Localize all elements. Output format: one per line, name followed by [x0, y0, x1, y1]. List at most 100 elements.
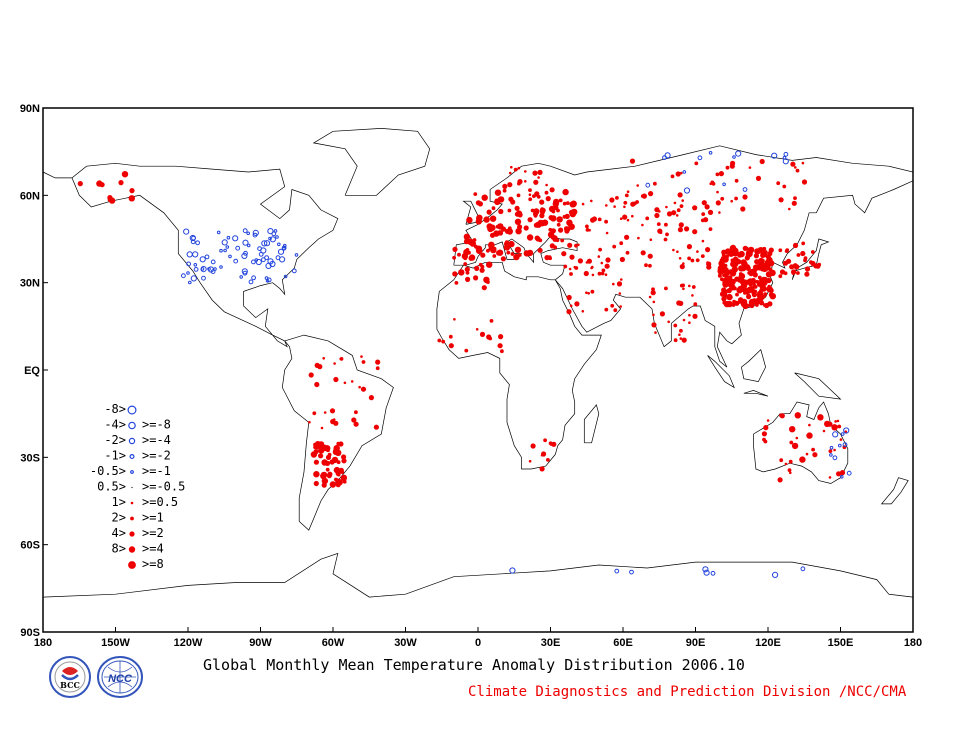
station-point-warm [767, 260, 775, 267]
station-point-cold [722, 182, 726, 187]
station-point-cold [239, 275, 243, 279]
station-point-warm [791, 271, 796, 275]
station-point-warm [469, 240, 476, 247]
station-point-cold [294, 253, 299, 257]
station-point-warm [321, 459, 328, 466]
station-point-cold [697, 155, 703, 161]
x-tick-label: 90W [249, 637, 272, 649]
station-point-warm [591, 216, 598, 222]
station-point-warm [489, 232, 496, 238]
station-point-warm [581, 202, 585, 206]
station-point-cold [233, 258, 239, 264]
station-point-warm [530, 443, 536, 449]
station-point-warm [577, 258, 584, 264]
station-point-cold [242, 228, 248, 234]
station-point-warm [626, 190, 630, 193]
legend-range: >=4 [142, 542, 164, 556]
coastline-segment [453, 145, 914, 368]
station-point-warm [517, 179, 523, 185]
station-point-warm [587, 292, 590, 295]
station-point-warm [795, 436, 799, 440]
station-point-warm [308, 420, 311, 424]
station-point-cold [181, 273, 186, 279]
station-point-cold [200, 266, 207, 273]
legend-marker-warm [130, 516, 134, 521]
station-point-warm [696, 250, 699, 253]
station-point-cold [223, 248, 227, 253]
station-point-warm [361, 360, 366, 364]
station-point-cold [840, 475, 844, 479]
station-point-warm [489, 319, 494, 323]
station-point-warm [473, 275, 479, 281]
x-tick-label: 120E [755, 637, 781, 649]
station-point-warm [778, 274, 783, 279]
legend-range: >=1 [142, 511, 164, 525]
station-point-warm [528, 197, 533, 202]
station-point-warm [704, 204, 710, 210]
station-point-warm [682, 287, 685, 291]
station-point-warm [811, 447, 815, 452]
station-point-warm [737, 253, 742, 258]
station-point-warm [323, 411, 327, 414]
x-axis-ticks: 180 150W 120W 90W 60W 30W 0 30E 60E 90E 120E 150E 18… [34, 627, 922, 649]
station-point-warm [648, 295, 652, 299]
station-point-warm [740, 298, 748, 306]
station-point-warm [613, 205, 616, 208]
legend-range: >=-0.5 [142, 480, 185, 494]
station-point-warm [476, 247, 483, 254]
station-point-warm [762, 246, 767, 251]
station-point-cold [193, 263, 198, 267]
station-point-warm [700, 218, 705, 223]
station-point-warm [513, 167, 518, 172]
station-point-warm [561, 251, 567, 257]
station-point-warm [724, 255, 728, 260]
station-point-warm [789, 426, 796, 433]
station-point-warm [463, 233, 471, 240]
station-point-cold [195, 240, 201, 246]
station-point-warm [677, 192, 683, 198]
station-point-warm [360, 386, 367, 392]
station-point-warm [837, 424, 842, 429]
station-point-cold [662, 155, 667, 161]
legend-marker-warm [128, 561, 136, 569]
station-point-warm [624, 193, 629, 198]
station-point-warm [718, 274, 722, 278]
station-point-warm [675, 214, 679, 217]
station-point-warm [779, 269, 786, 275]
y-tick-label: EQ [24, 365, 40, 377]
station-point-warm [836, 419, 840, 423]
station-point-warm [750, 279, 756, 286]
station-point-warm [626, 218, 630, 222]
station-point-warm [778, 197, 784, 203]
station-point-warm [487, 223, 492, 228]
station-point-warm [495, 224, 500, 229]
station-point-warm [515, 246, 521, 252]
station-point-warm [652, 313, 655, 317]
station-point-warm [677, 227, 684, 233]
station-point-cold [282, 243, 287, 248]
station-point-warm [329, 481, 337, 488]
station-point-warm [360, 355, 363, 358]
station-point-warm [637, 236, 640, 240]
station-point-warm [476, 214, 483, 221]
station-point-warm [510, 165, 513, 169]
station-point-warm [489, 215, 497, 222]
station-point-warm [586, 258, 593, 264]
station-point-warm [481, 194, 488, 201]
station-point-cold [228, 254, 232, 259]
ncc-logo-icon: NCC [97, 656, 143, 698]
station-point-cold [702, 566, 709, 573]
station-point-warm [597, 217, 602, 222]
map-title: Global Monthly Mean Temperature Anomaly … [203, 656, 745, 674]
station-point-cold [509, 567, 516, 574]
station-point-warm [817, 414, 824, 421]
station-point-cold [843, 427, 850, 434]
station-point-warm [538, 238, 543, 243]
station-point-warm [618, 282, 621, 285]
legend-range: >=-4 [142, 433, 171, 447]
station-point-warm [788, 459, 793, 464]
station-point-warm [640, 194, 645, 199]
station-point-warm [625, 250, 630, 255]
station-point-warm [645, 216, 650, 221]
station-point-warm [748, 303, 752, 307]
